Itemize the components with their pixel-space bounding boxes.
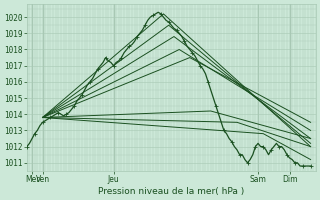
X-axis label: Pression niveau de la mer( hPa ): Pression niveau de la mer( hPa ) [98, 187, 244, 196]
